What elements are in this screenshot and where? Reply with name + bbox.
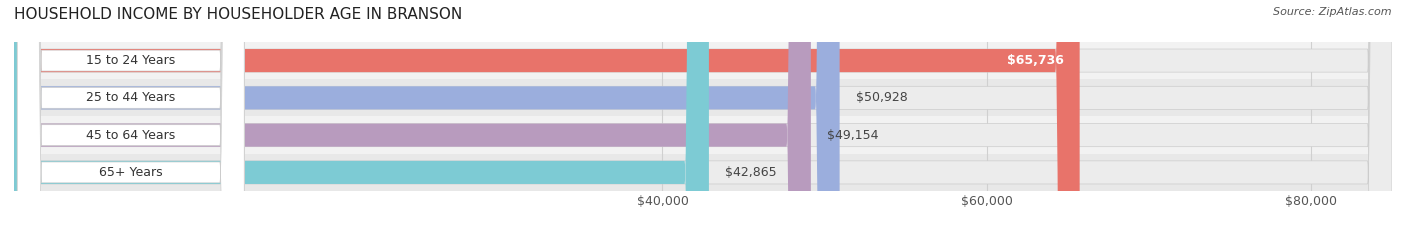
Bar: [14, 154, 1392, 191]
Text: 15 to 24 Years: 15 to 24 Years: [86, 54, 176, 67]
FancyBboxPatch shape: [14, 0, 1392, 233]
Bar: [14, 42, 1392, 79]
Text: $49,154: $49,154: [827, 129, 879, 142]
FancyBboxPatch shape: [17, 0, 245, 233]
Text: 25 to 44 Years: 25 to 44 Years: [86, 91, 176, 104]
Bar: [14, 116, 1392, 154]
FancyBboxPatch shape: [14, 0, 1392, 233]
FancyBboxPatch shape: [14, 0, 709, 233]
FancyBboxPatch shape: [14, 0, 1392, 233]
Text: $42,865: $42,865: [725, 166, 776, 179]
Text: $50,928: $50,928: [856, 91, 908, 104]
FancyBboxPatch shape: [17, 0, 245, 233]
FancyBboxPatch shape: [14, 0, 811, 233]
FancyBboxPatch shape: [14, 0, 839, 233]
FancyBboxPatch shape: [17, 0, 245, 233]
Text: HOUSEHOLD INCOME BY HOUSEHOLDER AGE IN BRANSON: HOUSEHOLD INCOME BY HOUSEHOLDER AGE IN B…: [14, 7, 463, 22]
Bar: [14, 79, 1392, 116]
Text: $65,736: $65,736: [1007, 54, 1063, 67]
FancyBboxPatch shape: [17, 0, 245, 233]
Text: 65+ Years: 65+ Years: [98, 166, 163, 179]
Text: Source: ZipAtlas.com: Source: ZipAtlas.com: [1274, 7, 1392, 17]
FancyBboxPatch shape: [14, 0, 1080, 233]
Text: 45 to 64 Years: 45 to 64 Years: [86, 129, 176, 142]
FancyBboxPatch shape: [14, 0, 1392, 233]
